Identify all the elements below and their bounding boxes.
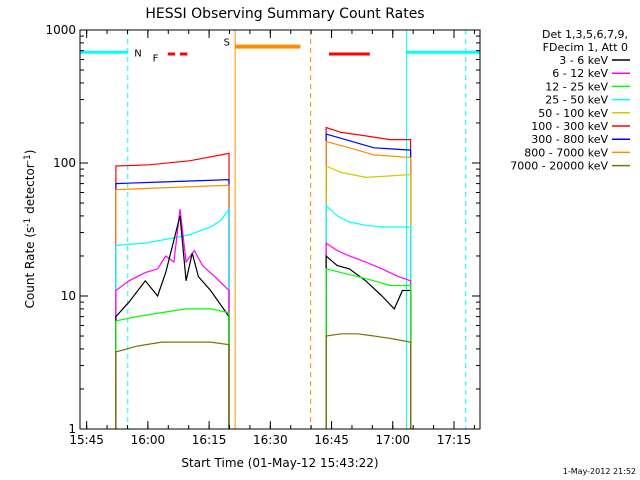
legend: Det 1,3,5,6,7,9, FDecim 1, Att 0 3 - 6 k… [510,28,630,173]
y-axis-label-mid: detector [23,163,37,218]
x-tick-label-15-45: 15:45 [69,433,104,447]
y-tick-label-100: 100 [53,156,76,170]
legend-label-3-6-kev: 3 - 6 keV [559,54,608,67]
series-25-50-kev-segment-1 [115,207,230,430]
chart-title: HESSI Observing Summary Count Rates [145,6,424,22]
y-axis-label-pre: Count Rate (s [23,227,37,309]
y-tick-label-10: 10 [61,289,76,303]
series-3-6-kev-segment-2 [325,254,412,430]
series-7000-20000-kev-segment-2 [325,333,412,430]
series-3-6-kev-segment-1 [115,215,230,430]
series-100-300-kev-segment-2 [325,126,412,430]
series-7000-20000-kev-segment-1 [115,341,230,430]
y-axis-label: Count Rate (s-1 detector-1) [23,150,37,309]
series-12-25-kev-segment-2 [325,268,412,430]
series-800-7000-kev-segment-1 [115,184,230,430]
y-tick-label-1: 1 [68,422,76,436]
y-axis-label-post: ) [23,150,37,155]
x-tick-label-16-45: 16:45 [314,433,349,447]
status-label-n: N [134,48,141,59]
legend-header-attenuator: FDecim 1, Att 0 [543,41,628,54]
x-axis-label: Start Time (01-May-12 15:43:22) [181,456,378,470]
legend-header-detectors: Det 1,3,5,6,7,9, [542,28,628,41]
y-axis-label-sup2: -1 [23,154,33,163]
x-tick-label-17-00: 17:00 [375,433,410,447]
status-label-s: S [224,37,230,48]
timestamp-footer: 1-May-2012 21:52 [563,467,636,476]
status-label-f: F [153,54,159,65]
y-tick-label-1000: 1000 [45,23,76,37]
series-300-800-kev-segment-1 [115,178,230,430]
series-50-100-kev-segment-1 [325,165,412,430]
series-6-12-kev-segment-1 [115,209,230,430]
series-300-800-kev-segment-2 [325,133,412,430]
x-tick-label-16-30: 16:30 [253,433,288,447]
legend-label-300-800-kev: 300 - 800 keV [531,133,608,146]
legend-label-800-7000-kev: 800 - 7000 keV [524,146,608,159]
x-tick-label-16-00: 16:00 [131,433,166,447]
series-100-300-kev-segment-1 [115,152,230,430]
legend-label-100-300-kev: 100 - 300 keV [531,120,608,133]
axis-ticks: 15:45 16:00 16:15 16:30 16:45 17:00 17:15 1 10 10… [45,23,480,447]
plot-frame [79,29,481,430]
series-12-25-kev-segment-1 [115,308,230,430]
x-tick-label-17-15: 17:15 [437,433,472,447]
y-axis-label-sup1: -1 [23,218,33,227]
legend-label-50-100-kev: 50 - 100 keV [538,107,608,120]
legend-label-6-12-kev: 6 - 12 keV [552,67,608,80]
series-6-12-kev-segment-2 [325,241,412,430]
series-25-50-kev-segment-2 [325,203,412,430]
legend-label-25-50-kev: 25 - 50 keV [545,94,608,107]
x-tick-label-16-15: 16:15 [192,433,227,447]
legend-label-12-25-kev: 12 - 25 keV [545,80,608,93]
legend-label-7000-20000-kev: 7000 - 20000 keV [510,160,608,173]
plot-area: N F S [80,30,480,430]
